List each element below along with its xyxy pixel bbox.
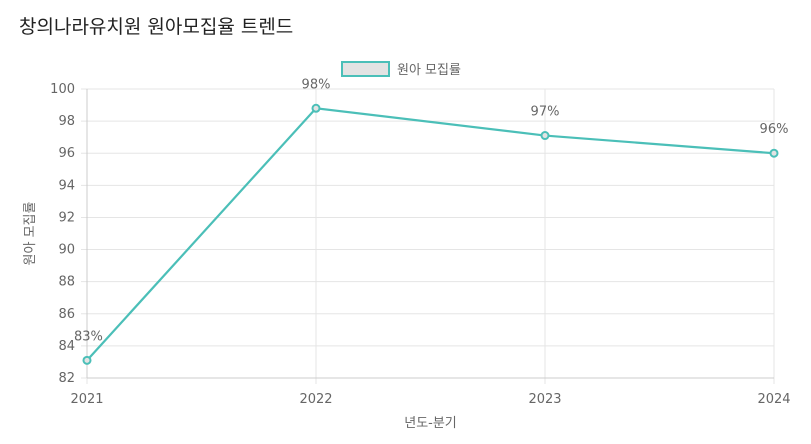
y-tick-label: 90 <box>58 243 75 258</box>
series: 83% 98% 97% 96% <box>74 77 789 365</box>
x-tick-label: 2022 <box>299 392 332 407</box>
y-tick-label: 96 <box>58 146 75 161</box>
data-point[interactable] <box>311 103 321 113</box>
x-tick-label: 2023 <box>528 392 561 407</box>
data-point[interactable] <box>82 355 92 365</box>
y-tick-label: 88 <box>58 275 75 290</box>
x-axis-title: 년도-분기 <box>404 416 457 431</box>
data-label: 98% <box>302 77 331 92</box>
y-tick-label: 94 <box>58 178 75 193</box>
y-tick-label: 100 <box>50 82 75 97</box>
x-tick-label: 2024 <box>757 392 790 407</box>
y-tick-label: 92 <box>58 210 75 225</box>
data-point[interactable] <box>540 131 550 141</box>
y-tick-label: 82 <box>58 371 75 386</box>
page-title: 창의나라유치원 원아모집율 트렌드 <box>19 16 294 38</box>
y-tick-label: 84 <box>58 339 75 354</box>
x-tick-label: 2021 <box>70 392 103 407</box>
y-tick-label: 86 <box>58 307 75 322</box>
data-label: 83% <box>74 329 103 344</box>
data-point[interactable] <box>769 148 779 158</box>
series-line <box>86 107 775 362</box>
grid <box>81 88 775 384</box>
data-label: 96% <box>760 122 789 137</box>
y-tick-label: 98 <box>58 114 75 129</box>
legend-label[interactable]: 원아 모집률 <box>397 63 461 78</box>
legend[interactable]: 원아 모집률 <box>341 61 461 78</box>
data-label: 97% <box>531 105 560 120</box>
legend-swatch[interactable] <box>341 61 390 77</box>
y-axis-title: 원아 모집률 <box>23 201 38 265</box>
axes: 82 84 86 88 90 92 94 96 98 100 2021 2022 2023 2024 <box>50 82 790 407</box>
